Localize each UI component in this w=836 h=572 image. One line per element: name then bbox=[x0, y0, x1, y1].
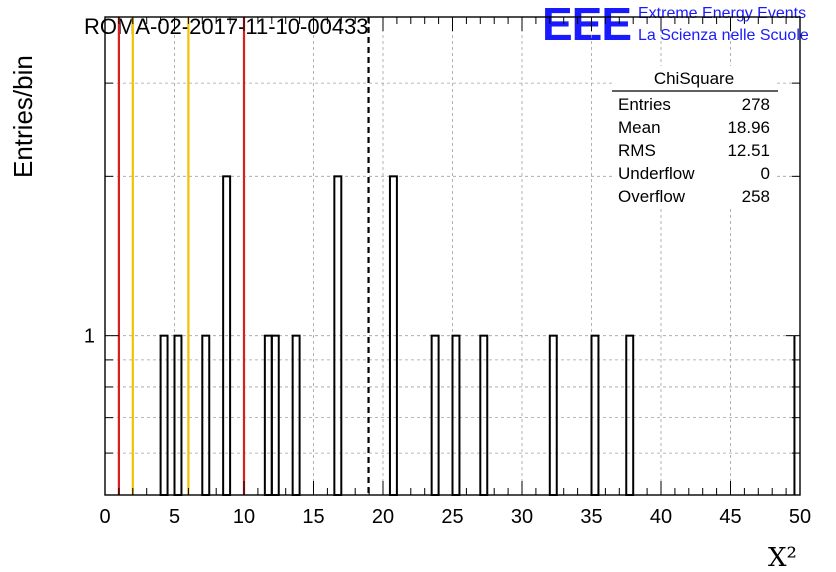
brand-line-1: Extreme Energy Events bbox=[638, 5, 806, 22]
stats-box: ChiSquare Entries 278 Mean 18.96 RMS 12.… bbox=[612, 66, 778, 208]
stats-underflow-value: 0 bbox=[761, 164, 770, 183]
stats-entries-label: Entries bbox=[618, 95, 671, 114]
x-tick-label: 45 bbox=[719, 506, 741, 528]
tick-labels-layer: 0 5 10 15 20 25 30 35 40 45 50 1 bbox=[84, 326, 811, 528]
y-tick-label: 1 bbox=[84, 326, 95, 348]
x-tick-label: 50 bbox=[789, 506, 811, 528]
brand-line-2: La Scienza nelle Scuole bbox=[638, 27, 809, 44]
stats-rms-value: 12.51 bbox=[727, 141, 770, 160]
stats-rms-label: RMS bbox=[618, 141, 656, 160]
axes-layer bbox=[104, 16, 801, 496]
x-tick-label: 25 bbox=[441, 506, 463, 528]
y-axis-title: Entries/bin bbox=[8, 55, 38, 178]
stats-overflow-label: Overflow bbox=[618, 187, 686, 206]
x-tick-label: 30 bbox=[511, 506, 533, 528]
stats-underflow-label: Underflow bbox=[618, 164, 695, 183]
x-tick-label: 10 bbox=[233, 506, 255, 528]
stats-entries-value: 278 bbox=[742, 95, 770, 114]
eee-logo: EEE bbox=[542, 0, 631, 50]
x-axis-title: X² bbox=[768, 543, 797, 572]
chart-title: ROMA-02-2017-11-10-00433 bbox=[84, 14, 369, 39]
x-tick-label: 5 bbox=[169, 506, 180, 528]
x-tick-label: 15 bbox=[302, 506, 324, 528]
x-tick-label: 40 bbox=[650, 506, 672, 528]
stats-header: ChiSquare bbox=[654, 69, 734, 88]
x-tick-label: 20 bbox=[372, 506, 394, 528]
stats-mean-value: 18.96 bbox=[727, 118, 770, 137]
x-tick-label: 35 bbox=[580, 506, 602, 528]
x-tick-label: 0 bbox=[99, 506, 110, 528]
stats-mean-label: Mean bbox=[618, 118, 661, 137]
stats-box-background bbox=[614, 66, 776, 208]
vertical-lines-layer bbox=[117, 17, 370, 495]
stats-overflow-value: 258 bbox=[742, 187, 770, 206]
